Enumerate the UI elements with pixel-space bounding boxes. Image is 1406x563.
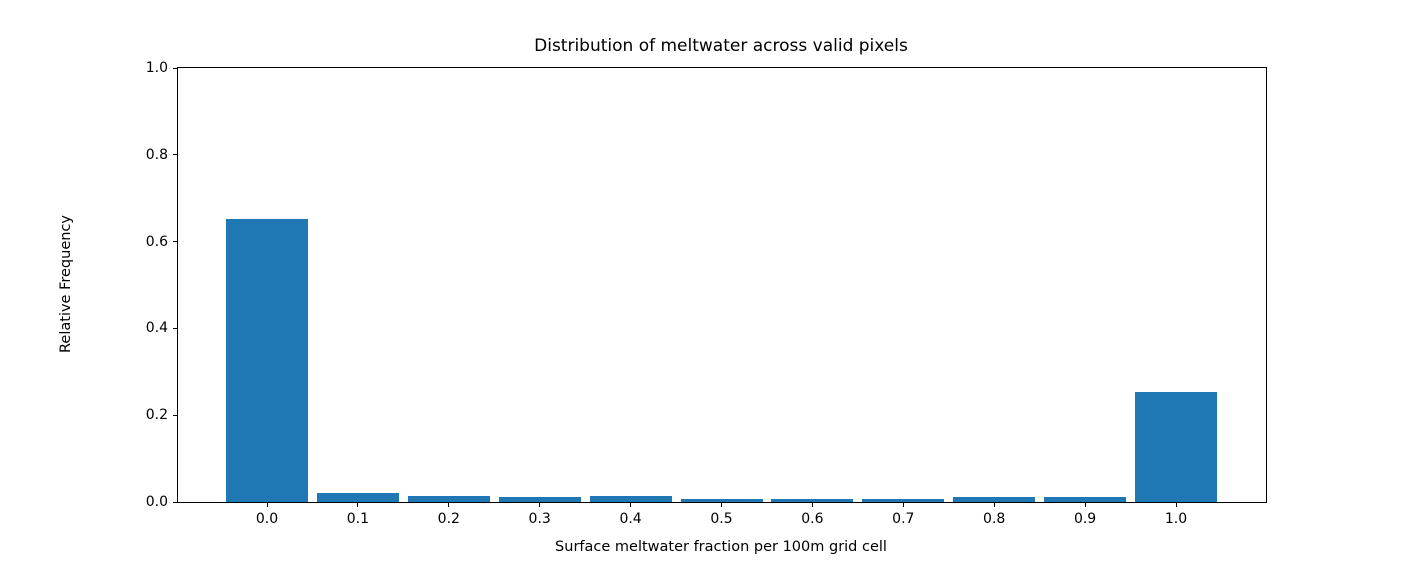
x-tick-label: 0.6 bbox=[801, 511, 824, 527]
bar bbox=[316, 493, 399, 502]
bar bbox=[680, 498, 763, 502]
x-tick-mark bbox=[993, 502, 995, 507]
bar bbox=[1044, 497, 1127, 502]
y-tick-label: 0.8 bbox=[145, 146, 168, 163]
x-axis-label: Surface meltwater fraction per 100m grid… bbox=[555, 539, 887, 555]
x-tick-label: 0.7 bbox=[892, 511, 915, 527]
x-tick-label: 0.8 bbox=[983, 511, 1006, 527]
y-tick-label: 0.0 bbox=[145, 494, 168, 510]
bar bbox=[589, 496, 672, 502]
x-tick-mark bbox=[902, 502, 904, 507]
x-tick-label: 0.4 bbox=[619, 511, 642, 527]
bar bbox=[953, 496, 1036, 502]
x-tick-label: 0.1 bbox=[346, 511, 370, 527]
y-tick-mark bbox=[173, 241, 178, 243]
bar bbox=[771, 498, 854, 502]
x-tick-mark bbox=[1175, 502, 1177, 507]
y-tick-mark bbox=[173, 501, 178, 503]
bar bbox=[226, 219, 308, 502]
x-tick-label: 0.0 bbox=[255, 511, 279, 527]
y-tick-label: 1.0 bbox=[145, 60, 168, 76]
x-tick-mark bbox=[357, 502, 359, 507]
x-tick-label: 0.3 bbox=[528, 511, 551, 527]
y-tick-mark bbox=[173, 414, 178, 416]
y-tick-mark bbox=[173, 327, 178, 329]
x-tick-mark bbox=[811, 502, 813, 507]
bar bbox=[498, 496, 581, 502]
x-tick-label: 0.5 bbox=[710, 511, 733, 527]
y-tick-label: 0.6 bbox=[145, 233, 168, 250]
plot-area: 0.0 0.2 0.4 0.6 0.8 1.0 0.0 0.1 0.2 0.3 0.4 0.5 0.6… bbox=[146, 61, 1267, 527]
x-tick-mark bbox=[630, 502, 632, 507]
chart-title: Distribution of meltwater across valid p… bbox=[534, 36, 908, 56]
y-axis-label: Relative Frequency bbox=[58, 215, 74, 353]
x-tick-label: 0.2 bbox=[437, 511, 460, 527]
y-tick-label: 0.4 bbox=[145, 320, 168, 337]
x-tick-mark bbox=[721, 502, 722, 507]
x-tick-label: 1.0 bbox=[1164, 511, 1188, 527]
x-tick-label: 0.9 bbox=[1073, 511, 1097, 527]
x-tick-mark bbox=[1084, 502, 1086, 507]
bar bbox=[862, 498, 945, 502]
x-tick-mark bbox=[266, 502, 268, 507]
y-tick-mark bbox=[173, 154, 178, 156]
bar bbox=[1135, 392, 1217, 502]
bar bbox=[407, 495, 490, 502]
x-tick-mark bbox=[539, 502, 541, 507]
x-tick-mark bbox=[448, 502, 450, 507]
y-tick-label: 0.2 bbox=[145, 407, 168, 424]
y-tick-mark bbox=[173, 67, 178, 69]
